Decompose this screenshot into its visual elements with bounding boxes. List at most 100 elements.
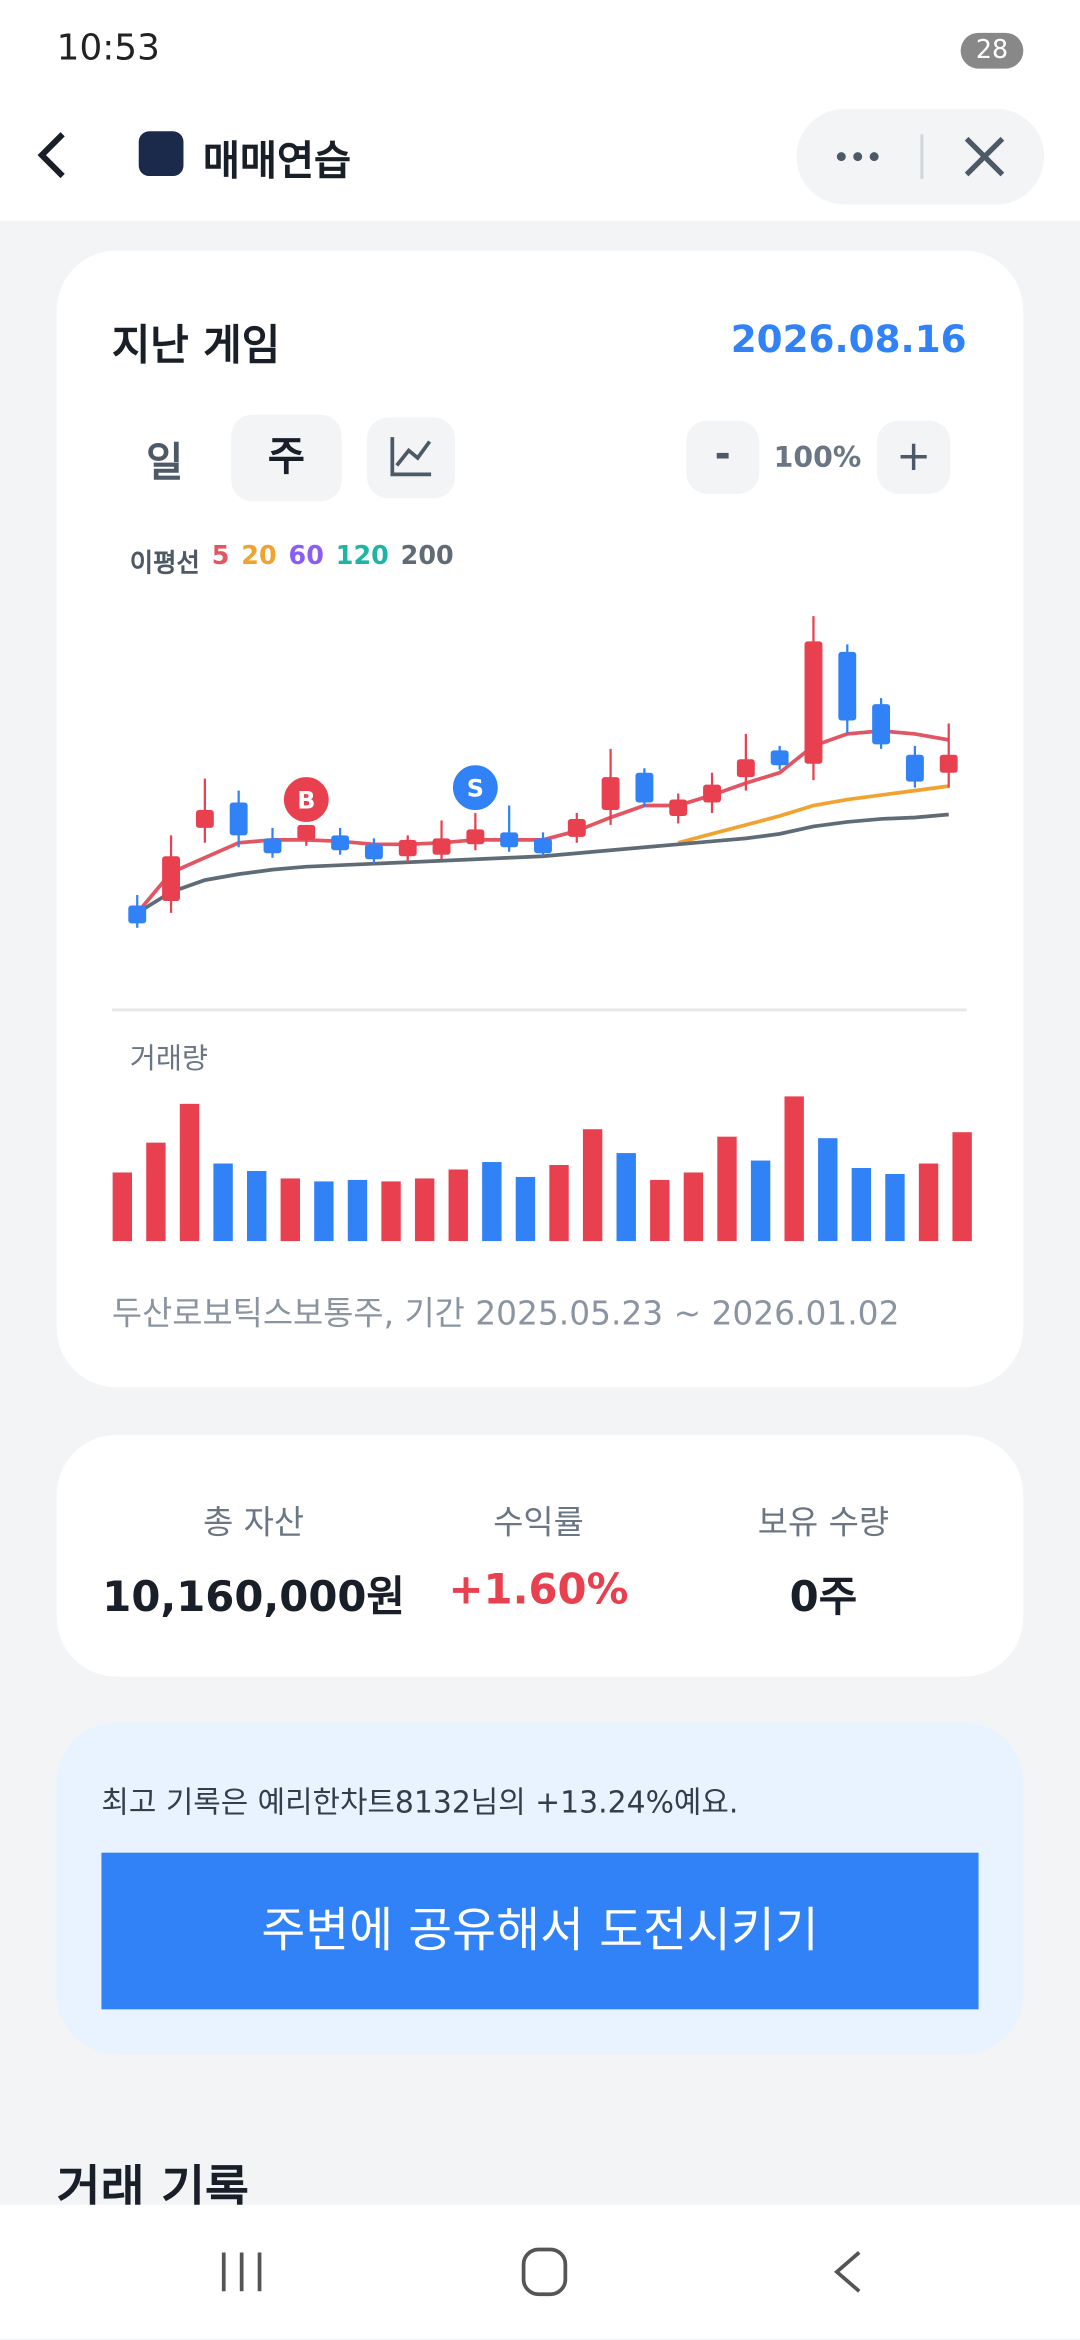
card-title: 지난 게임 — [111, 320, 281, 370]
stat-label: 보유 수량 — [757, 1505, 890, 1543]
volume-title: 거래량 — [129, 1042, 209, 1076]
candle-body — [364, 844, 383, 860]
volume-bar — [784, 1096, 804, 1242]
legend-item: 200 — [400, 541, 454, 572]
zoom-out[interactable]: - — [686, 420, 760, 494]
legend-item: 20 — [241, 541, 277, 572]
caption: 두산로보틱스보통주, 기간 2025.05.23 ~ 2026.01.02 — [111, 1296, 900, 1334]
candle-body — [703, 784, 721, 803]
legend-item: 5 — [211, 541, 230, 572]
trade-marker — [280, 774, 332, 825]
close-button[interactable] — [964, 136, 1005, 177]
stat-value: 0주 — [789, 1572, 858, 1622]
candle-body — [838, 651, 857, 721]
volume-bar — [582, 1129, 603, 1242]
zoom-level: 100% — [773, 441, 862, 475]
candle-body — [601, 777, 620, 810]
tab-week[interactable]: 주 — [231, 414, 342, 502]
back-button[interactable] — [37, 132, 65, 179]
legend-title: 이평선 — [129, 548, 200, 579]
game-date: 2026.08.16 — [730, 317, 967, 361]
volume-bar — [280, 1178, 300, 1242]
volume-bar — [750, 1160, 771, 1242]
volume-bar — [414, 1178, 435, 1242]
header-title: 매매연습 — [202, 138, 352, 185]
candle-body — [872, 704, 891, 745]
ma-line — [677, 784, 949, 845]
stat-value: 10,160,000원 — [102, 1572, 405, 1622]
record-text: 최고 기록은 예리한차트8132님의 +13.24%예요. — [101, 1784, 739, 1820]
candle-body — [905, 754, 924, 782]
volume-bar — [918, 1163, 939, 1242]
candle-body — [635, 772, 654, 803]
volume-bar — [213, 1163, 233, 1242]
nav-home[interactable] — [521, 2247, 568, 2297]
tab-day[interactable]: 일 — [146, 440, 184, 487]
candle-body — [128, 905, 147, 924]
candle-body — [770, 750, 789, 766]
volume-bar — [683, 1172, 704, 1242]
volume-bar — [515, 1176, 536, 1242]
candle-body — [229, 802, 248, 836]
volume-bar — [851, 1168, 872, 1242]
stat-label: 수익률 — [493, 1505, 584, 1543]
volume-bar — [616, 1153, 636, 1242]
trade-label: S — [467, 775, 484, 803]
zoom-in[interactable]: + — [877, 420, 951, 494]
candle-body — [939, 754, 958, 773]
volume-bar — [818, 1138, 838, 1242]
candle-body — [669, 799, 688, 816]
candle-body — [195, 809, 214, 828]
candle-body — [162, 856, 180, 901]
legend-item: 60 — [288, 541, 324, 572]
volume-bar — [650, 1179, 670, 1242]
trade-label: B — [297, 787, 315, 815]
volume-bar — [146, 1142, 166, 1242]
app-icon — [138, 131, 184, 177]
nav-recent[interactable] — [221, 2252, 262, 2292]
legend: 이평선 5 20 60 120 200 — [130, 541, 454, 578]
candle-body — [297, 824, 316, 840]
candle-body — [432, 838, 451, 855]
divider — [111, 1008, 967, 1012]
nav-bar — [0, 2204, 1080, 2339]
volume-bar — [246, 1170, 267, 1242]
candle-body — [534, 838, 552, 854]
stats-card — [56, 1435, 1024, 1677]
volume-bar — [381, 1181, 401, 1242]
volume-bar — [885, 1173, 905, 1242]
candle-body — [567, 818, 586, 837]
share-button[interactable]: 주변에 공유해서 도전시키기 — [101, 1852, 979, 2010]
candle-body — [398, 839, 417, 857]
volume-bar — [314, 1181, 334, 1242]
volume-bar — [448, 1169, 468, 1242]
candle-body — [500, 832, 519, 848]
volume-bar — [717, 1136, 737, 1242]
nav-back[interactable] — [833, 2251, 861, 2293]
volume-bar — [952, 1132, 972, 1242]
volume-bar — [112, 1172, 133, 1242]
candle-body — [263, 838, 282, 854]
tab-line[interactable] — [366, 417, 455, 499]
candle-body — [804, 641, 823, 764]
legend-item: 120 — [335, 541, 389, 572]
volume-bar — [347, 1179, 368, 1242]
candle-body — [736, 759, 755, 778]
line-icon — [390, 437, 432, 477]
more-button[interactable] — [836, 152, 879, 162]
stat-value: +1.60% — [448, 1564, 629, 1615]
volume-bar — [179, 1103, 200, 1242]
battery: 28 — [960, 32, 1024, 69]
candle-body — [331, 835, 350, 851]
clock: 10:53 — [56, 26, 160, 69]
ma-line — [136, 812, 949, 915]
trade-marker — [449, 762, 501, 813]
candle-body — [466, 829, 485, 845]
ma-line — [135, 729, 950, 915]
volume-bar — [482, 1162, 502, 1242]
stat-label: 총 자산 — [203, 1505, 305, 1543]
volume-bar — [549, 1165, 569, 1242]
